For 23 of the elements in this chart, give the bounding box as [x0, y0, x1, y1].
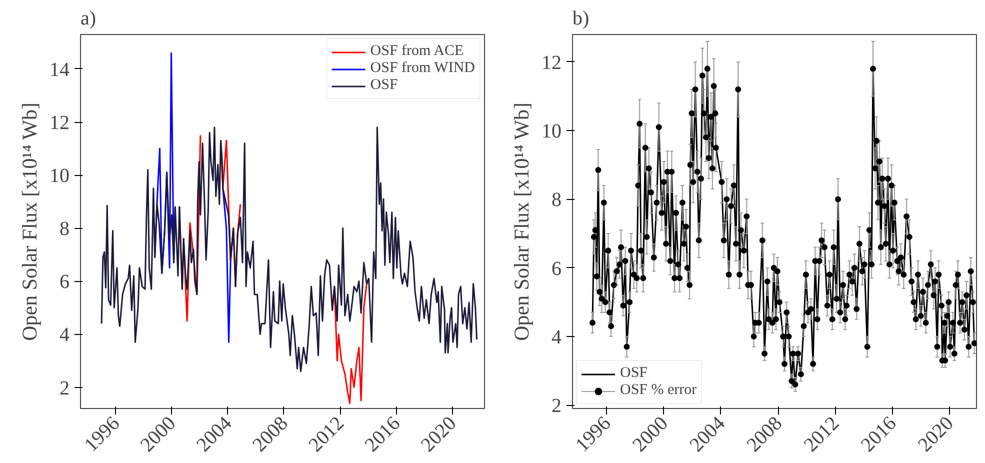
legend-label: OSF from ACE [370, 43, 464, 60]
y-tick-label: 8 [60, 218, 70, 240]
line-series [100, 126, 478, 372]
y-tick-label: 8 [552, 189, 562, 212]
y-axis-title: Open Solar Flux [x10¹⁴ Wb] [18, 102, 42, 341]
y-tick-label: 6 [60, 271, 70, 294]
y-tick-label: 4 [60, 324, 70, 346]
y-tick-label: 10 [542, 120, 562, 143]
legend-label: OSF % error [620, 382, 697, 399]
y-tick-label: 2 [552, 395, 562, 418]
chart-title: a) [80, 8, 96, 30]
y-tick-label: 12 [542, 52, 562, 74]
legend-label: OSF from WIND [370, 60, 475, 77]
legend-label: OSF [370, 77, 398, 94]
y-tick-label: 6 [552, 258, 562, 280]
y-tick-label: 4 [552, 326, 562, 348]
y-tick-label: 12 [50, 112, 70, 134]
y-tick-label: 14 [50, 58, 70, 81]
y-tick-label: 10 [50, 165, 70, 188]
legend-label: OSF [620, 365, 648, 382]
y-tick-label: 2 [60, 377, 70, 400]
chart-title: b) [572, 8, 590, 30]
y-axis-title: Open Solar Flux [x10¹⁴ Wb] [510, 102, 534, 341]
